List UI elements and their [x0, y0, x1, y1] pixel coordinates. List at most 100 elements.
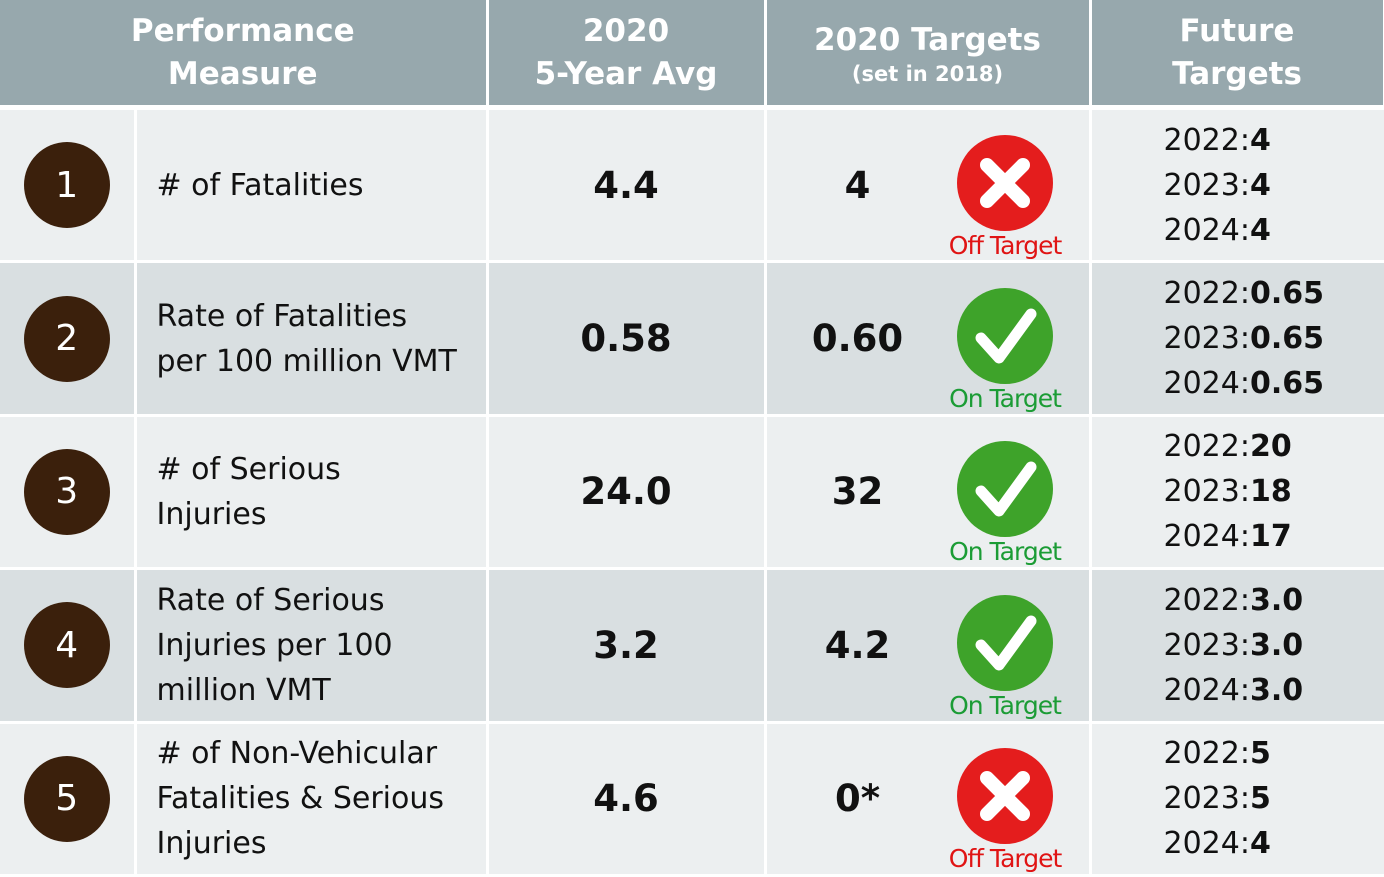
average-value: 24.0	[580, 470, 672, 514]
status-text: On Target	[949, 384, 1062, 414]
future-value: 4	[1249, 212, 1271, 248]
number-cell: 3	[0, 416, 134, 568]
average-value: 3.2	[593, 623, 659, 667]
check-icon	[957, 441, 1053, 538]
future-year: 2023:	[1163, 781, 1250, 817]
future-value: 0.65	[1249, 276, 1324, 312]
future-target: 2022:3.0	[1164, 578, 1384, 623]
future-year: 2024:	[1163, 826, 1250, 862]
status: On Target	[935, 571, 1075, 720]
future-target: 2024:0.65	[1164, 361, 1384, 406]
cross-icon	[957, 134, 1053, 231]
future-value: 18	[1249, 474, 1292, 510]
average-cell: 24.0	[488, 416, 764, 568]
header-text: Performance	[130, 12, 355, 49]
check	[975, 461, 1037, 517]
future-year: 2024:	[1163, 212, 1250, 248]
measure-text: Injuries	[156, 826, 267, 862]
status: Off Target	[935, 111, 1075, 260]
measure-text: Rate of Fatalities	[156, 298, 408, 334]
future-target: 2022:20	[1164, 424, 1384, 469]
average-cell: 4.4	[488, 110, 764, 261]
header-cell: 2020 5-Year Avg	[488, 0, 764, 105]
future-value: 3.0	[1249, 672, 1304, 708]
header-text: Future	[1179, 12, 1295, 49]
future-value: 3.0	[1249, 582, 1304, 618]
average-value: 0.58	[580, 317, 672, 361]
measure-text: per 100 million VMT	[156, 343, 457, 379]
future-year: 2022:	[1163, 736, 1250, 772]
target-value: 4.2	[824, 623, 891, 667]
status-text: Off Target	[948, 230, 1063, 260]
future-target: 2024:4	[1164, 208, 1384, 253]
header-text: 2020	[582, 12, 670, 49]
future-cell: 2022:5 2023:5 2024:4	[1091, 723, 1384, 874]
future-year: 2022:	[1163, 429, 1250, 465]
target-value: 4	[844, 163, 871, 207]
future-target: 2023:4	[1164, 163, 1384, 208]
future-target: 2022:5	[1164, 731, 1384, 776]
row-number: 5	[23, 755, 110, 842]
measure-text: # of Non-Vehicular	[156, 736, 438, 772]
measure-cell: Rate of Fatalities per 100 million VMT	[136, 263, 486, 414]
future-cell: 2022:20 2023:18 2024:17	[1091, 416, 1384, 568]
header-cell: Future Targets	[1091, 0, 1383, 105]
future-target: 2023:5	[1164, 776, 1384, 821]
status-text: On Target	[949, 537, 1062, 567]
future-cell: 2022:4 2023:4 2024:4	[1091, 110, 1384, 261]
future-cell: 2022:3.0 2023:3.0 2024:3.0	[1091, 570, 1384, 721]
future-value: 5	[1249, 736, 1271, 772]
future-value: 4	[1249, 167, 1271, 203]
future-year: 2022:	[1163, 122, 1250, 158]
header-cell: 2020 Targets (set in 2018)	[766, 0, 1089, 105]
future-year: 2024:	[1163, 519, 1250, 555]
future-target: 2024:4	[1164, 821, 1384, 866]
future-year: 2023:	[1163, 627, 1250, 663]
future-year: 2024:	[1163, 366, 1250, 402]
status: On Target	[935, 264, 1075, 413]
future-value: 4	[1249, 122, 1271, 158]
future-year: 2023:	[1163, 474, 1250, 510]
target-value: 0.60	[811, 317, 904, 361]
future-target: 2022:0.65	[1164, 271, 1384, 316]
status: On Target	[935, 417, 1075, 566]
cross	[980, 771, 1030, 822]
average-cell: 3.2	[488, 570, 764, 721]
status-text: On Target	[949, 690, 1062, 720]
check	[975, 308, 1037, 364]
future-value: 0.65	[1249, 366, 1324, 402]
number-cell: 2	[0, 263, 134, 414]
future-target: 2023:18	[1164, 469, 1384, 514]
header-text: 5-Year Avg	[534, 55, 718, 92]
header-cell: Performance Measure	[0, 0, 486, 105]
icon-circle	[957, 594, 1053, 691]
target-cell: 0* Off Target	[766, 723, 1089, 874]
target-cell: 4 Off Target	[766, 110, 1089, 261]
check-icon	[957, 594, 1053, 691]
number-cell: 5	[0, 723, 134, 874]
check-icon	[957, 288, 1053, 385]
average-cell: 0.58	[488, 263, 764, 414]
future-value: 4	[1249, 826, 1271, 862]
future-value: 3.0	[1249, 627, 1304, 663]
row-number: 1	[23, 142, 110, 229]
measure-text: Injuries	[156, 496, 267, 532]
future-target: 2023:0.65	[1164, 316, 1384, 361]
average-cell: 4.6	[488, 723, 764, 874]
future-year: 2024:	[1163, 672, 1250, 708]
header-note: (set in 2018)	[851, 62, 1004, 86]
cross-icon	[957, 748, 1053, 845]
future-target: 2024:3.0	[1164, 668, 1384, 713]
average-value: 4.4	[593, 163, 659, 207]
icon-circle	[957, 288, 1053, 385]
header-text: Measure	[167, 55, 318, 92]
cross	[980, 157, 1030, 208]
status: Off Target	[935, 724, 1075, 873]
future-value: 17	[1249, 519, 1292, 555]
future-target: 2022:4	[1164, 118, 1384, 163]
measure-text: million VMT	[156, 672, 331, 708]
row-number: 3	[23, 448, 110, 535]
future-year: 2022:	[1163, 276, 1250, 312]
future-year: 2023:	[1163, 321, 1250, 357]
